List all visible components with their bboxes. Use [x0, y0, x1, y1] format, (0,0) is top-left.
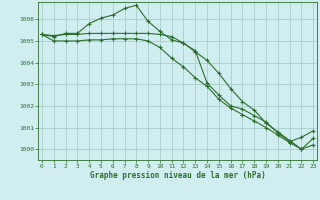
X-axis label: Graphe pression niveau de la mer (hPa): Graphe pression niveau de la mer (hPa): [90, 171, 266, 180]
